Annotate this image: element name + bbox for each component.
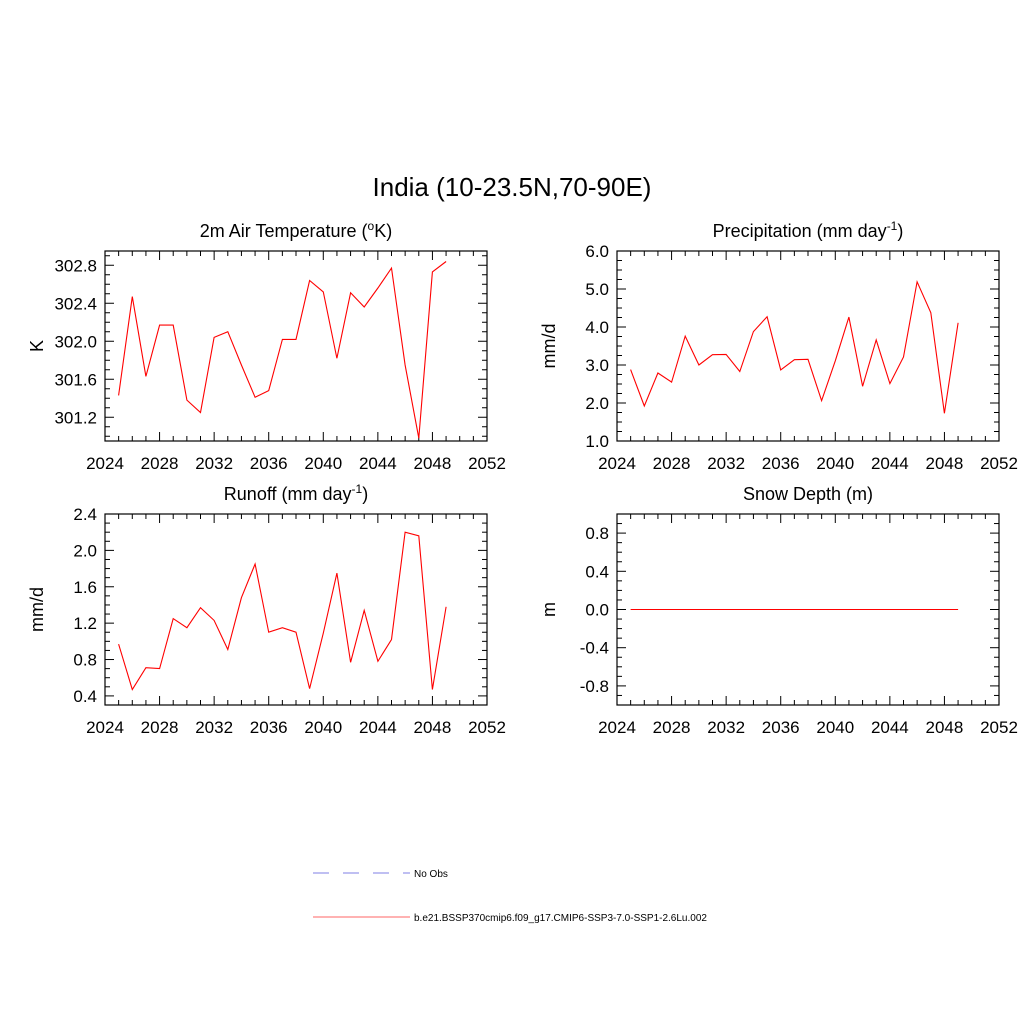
panel-title: Runoff (mm day-1)	[224, 482, 368, 504]
y-tick-label: 0.0	[585, 601, 609, 620]
x-tick-label: 2028	[141, 454, 179, 473]
y-tick-label: 0.8	[585, 524, 609, 543]
panel-title: Precipitation (mm day-1)	[713, 219, 904, 241]
plot-frame	[104, 250, 488, 442]
y-tick-label: 302.8	[54, 256, 97, 275]
x-tick-label: 2052	[468, 454, 506, 473]
y-axis-label: mm/d	[27, 587, 47, 632]
y-tick-label: 302.0	[54, 332, 97, 351]
legend-model-label: b.e21.BSSP370cmip6.f09_g17.CMIP6-SSP3-7.…	[414, 913, 707, 924]
y-tick-label: 301.6	[54, 370, 97, 389]
panel-3: Runoff (mm day-1) mm/d 2024 2028 2032 2036 204…	[27, 482, 506, 737]
panels-group: 2m Air Temperature (oK) K 2024 2028 2032 2036…	[27, 219, 1018, 737]
x-tick-label: 2028	[653, 454, 691, 473]
figure-title: India (10-23.5N,70-90E)	[373, 172, 652, 202]
x-tick-label: 2024	[86, 718, 124, 737]
x-tick-label: 2036	[250, 454, 288, 473]
panel-title: Snow Depth (m)	[743, 484, 873, 504]
y-tick-label: 301.2	[54, 408, 97, 427]
x-tick-label: 2048	[926, 718, 964, 737]
legend-obs-label: No Obs	[414, 869, 448, 880]
x-tick-label: 2048	[926, 454, 964, 473]
x-tick-label: 2024	[86, 454, 124, 473]
y-tick-label: 6.0	[585, 242, 609, 261]
x-tick-label: 2036	[762, 718, 800, 737]
panel-title: 2m Air Temperature (oK)	[200, 219, 392, 241]
x-tick-label: 2048	[414, 718, 452, 737]
series-line	[118, 261, 447, 439]
x-tick-label: 2032	[195, 454, 233, 473]
y-axis-label: mm/d	[539, 324, 559, 369]
x-tick-label: 2044	[359, 718, 397, 737]
y-tick-label: 1.0	[585, 432, 609, 451]
x-tick-label: 2052	[980, 454, 1018, 473]
y-tick-label: 2.4	[73, 505, 97, 524]
x-tick-label: 2044	[871, 718, 909, 737]
x-tick-label: 2052	[468, 718, 506, 737]
plot-frame	[104, 513, 488, 706]
y-tick-label: -0.4	[580, 639, 609, 658]
panel-2: Precipitation (mm day-1) mm/d 2024 2028 2032…	[539, 219, 1018, 473]
y-tick-label: 4.0	[585, 318, 609, 337]
panel-4: Snow Depth (m) m 2024 2028 2032 2036 2040 2044 2…	[539, 484, 1018, 737]
y-tick-label: 5.0	[585, 280, 609, 299]
x-tick-label: 2036	[250, 718, 288, 737]
x-tick-label: 2040	[816, 454, 854, 473]
series-line	[118, 531, 447, 691]
x-tick-label: 2044	[359, 454, 397, 473]
x-tick-label: 2028	[653, 718, 691, 737]
x-tick-label: 2040	[816, 718, 854, 737]
y-axis-label: K	[27, 340, 47, 352]
x-tick-label: 2036	[762, 454, 800, 473]
series-line	[630, 279, 959, 414]
y-tick-label: 2.0	[73, 541, 97, 560]
x-tick-label: 2040	[304, 454, 342, 473]
y-tick-label: 0.4	[73, 687, 97, 706]
y-axis-label: m	[539, 602, 559, 617]
y-tick-label: 302.4	[54, 294, 97, 313]
x-tick-label: 2032	[195, 718, 233, 737]
x-tick-label: 2032	[707, 454, 745, 473]
x-tick-label: 2024	[598, 454, 636, 473]
y-tick-label: 3.0	[585, 356, 609, 375]
y-tick-label: -0.8	[580, 677, 609, 696]
y-tick-label: 0.4	[585, 562, 609, 581]
y-tick-label: 0.8	[73, 651, 97, 670]
legend: No Obs b.e21.BSSP370cmip6.f09_g17.CMIP6-…	[313, 869, 707, 924]
panel-1: 2m Air Temperature (oK) K 2024 2028 2032 2036…	[27, 219, 506, 473]
x-tick-label: 2044	[871, 454, 909, 473]
y-tick-label: 1.6	[73, 578, 97, 597]
x-tick-label: 2052	[980, 718, 1018, 737]
x-tick-label: 2024	[598, 718, 636, 737]
x-tick-label: 2048	[414, 454, 452, 473]
x-tick-label: 2032	[707, 718, 745, 737]
plot-frame	[616, 250, 1000, 442]
y-tick-label: 1.2	[73, 614, 97, 633]
x-tick-label: 2028	[141, 718, 179, 737]
x-tick-label: 2040	[304, 718, 342, 737]
y-tick-label: 2.0	[585, 394, 609, 413]
